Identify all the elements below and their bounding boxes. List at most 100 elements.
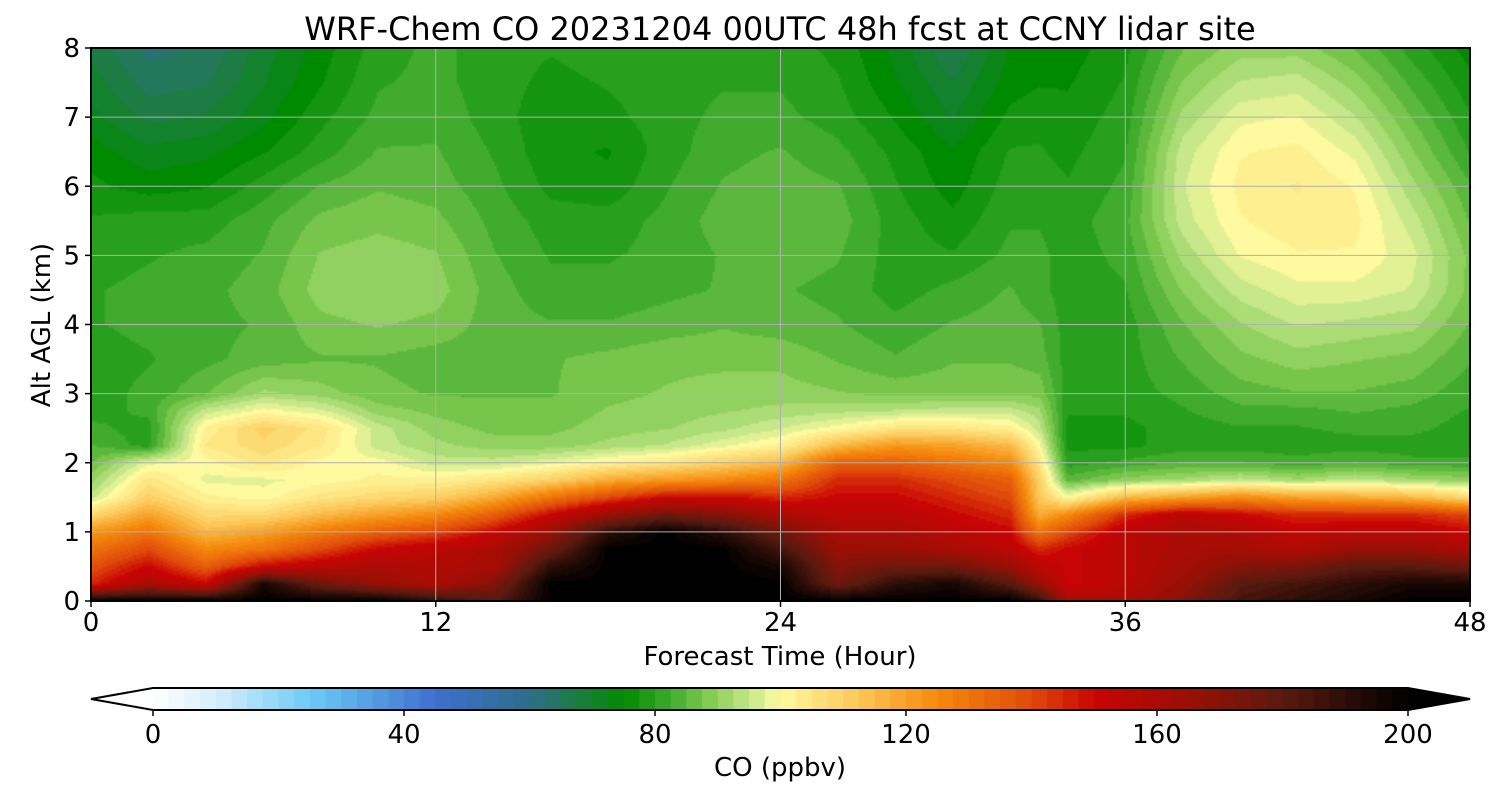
colorbar-segment xyxy=(670,688,687,710)
colorbar-segment xyxy=(388,688,405,710)
colorbar-segment xyxy=(247,688,264,710)
colorbar-segment xyxy=(451,688,468,710)
colorbar-segment xyxy=(1141,688,1158,710)
colorbar-segment xyxy=(184,688,201,710)
colorbar-tick-label: 40 xyxy=(387,720,420,750)
colorbar-segment xyxy=(1157,688,1174,710)
colorbar-tick-label: 0 xyxy=(145,720,162,750)
colorbar-tick-label: 200 xyxy=(1383,720,1433,750)
colorbar-segment xyxy=(513,688,531,710)
colorbar-segment xyxy=(372,688,389,710)
colorbar-segment xyxy=(1078,688,1095,710)
colorbar-segment xyxy=(1251,688,1268,710)
colorbar-segment xyxy=(906,688,923,710)
colorbar-segment xyxy=(749,688,766,710)
colorbar-segment xyxy=(655,688,672,710)
colorbar-segment xyxy=(1062,688,1080,710)
colorbar-segment xyxy=(215,688,233,710)
colorbar-segment xyxy=(466,688,484,710)
colorbar-segment xyxy=(153,688,170,710)
y-tick-label: 5 xyxy=(63,241,80,271)
colorbar-segment xyxy=(560,688,578,710)
x-tick-label: 48 xyxy=(1453,608,1486,638)
y-tick-label: 3 xyxy=(63,380,80,410)
colorbar-segment xyxy=(498,688,515,710)
colorbar-segment xyxy=(1172,688,1189,710)
colorbar-segment xyxy=(1360,688,1378,710)
y-tick-label: 6 xyxy=(63,172,80,202)
colorbar-segment xyxy=(858,688,876,710)
colorbar-segment xyxy=(1219,688,1237,710)
colorbar-segment xyxy=(1031,688,1048,710)
colorbar-segment xyxy=(1204,688,1221,710)
colorbar-segment xyxy=(717,688,735,710)
colorbar-segment xyxy=(1266,688,1284,710)
colorbar-segment xyxy=(168,688,185,710)
colorbar-segment xyxy=(968,688,986,710)
y-tick-label: 1 xyxy=(63,518,80,548)
colorbar-segment xyxy=(1392,688,1409,710)
colorbar-segment xyxy=(231,688,248,710)
x-axis-label: Forecast Time (Hour) xyxy=(643,642,916,672)
colorbar-segment xyxy=(764,688,782,710)
colorbar-segment xyxy=(1345,688,1362,710)
y-tick-label: 2 xyxy=(63,449,80,479)
y-tick-label: 8 xyxy=(63,34,80,64)
colorbar-segment xyxy=(262,688,280,710)
y-tick-label: 7 xyxy=(63,103,80,133)
plot-area xyxy=(90,47,1471,602)
colorbar-segment xyxy=(1000,688,1017,710)
colorbar-segment xyxy=(325,688,342,710)
colorbar-segment xyxy=(309,688,327,710)
colorbar-min-extend-arrow xyxy=(91,688,153,710)
grid-lines xyxy=(91,48,1470,601)
colorbar-segment xyxy=(1125,688,1142,710)
colorbar-segment xyxy=(1094,688,1111,710)
colorbar-segment xyxy=(733,688,750,710)
colorbar-segment xyxy=(639,688,656,710)
colorbar-segment xyxy=(890,688,907,710)
colorbar-segment xyxy=(278,688,295,710)
colorbar-tick-label: 120 xyxy=(881,720,931,750)
x-tick-label: 12 xyxy=(419,608,452,638)
colorbar-segment xyxy=(937,688,954,710)
colorbar-segment xyxy=(623,688,640,710)
colorbar-segment xyxy=(1047,688,1064,710)
colorbar-segment xyxy=(1015,688,1033,710)
colorbar-segment xyxy=(827,688,844,710)
colorbar-max-extend-arrow xyxy=(1408,688,1470,710)
colorbar-segment xyxy=(702,688,719,710)
colorbar-segment xyxy=(419,688,436,710)
colorbar-segment xyxy=(780,688,797,710)
colorbar-segment xyxy=(686,688,703,710)
x-tick-label: 36 xyxy=(1109,608,1142,638)
colorbar-segment xyxy=(1109,688,1127,710)
colorbar-segment xyxy=(843,688,860,710)
colorbar-tick-label: 160 xyxy=(1132,720,1182,750)
colorbar-segment xyxy=(1313,688,1331,710)
colorbar-segment xyxy=(545,688,562,710)
colorbar-segment xyxy=(1329,688,1346,710)
y-axis: 0 1 2 3 4 5 6 7 8 xyxy=(63,34,91,617)
colorbar-segment xyxy=(294,688,311,710)
y-axis-label: Alt AGL (km) xyxy=(27,243,57,407)
x-axis: 0 12 24 36 48 xyxy=(83,601,1487,638)
colorbar-segment xyxy=(953,688,970,710)
colorbar-segment xyxy=(874,688,891,710)
chart-title: WRF-Chem CO 20231204 00UTC 48h fcst at C… xyxy=(304,10,1255,48)
y-tick-label: 4 xyxy=(63,311,80,341)
y-tick-label: 0 xyxy=(63,587,80,617)
colorbar: 0 40 80 120 160 200 xyxy=(90,687,1471,750)
colorbar-segment xyxy=(984,688,1001,710)
colorbar-label: CO (ppbv) xyxy=(714,753,846,783)
x-tick-label: 24 xyxy=(764,608,797,638)
colorbar-segment xyxy=(356,688,374,710)
colorbar-segment xyxy=(1282,688,1299,710)
colorbar-tick-label: 80 xyxy=(638,720,671,750)
colorbar-segment xyxy=(341,688,358,710)
colorbar-segment xyxy=(482,688,499,710)
colorbar-segment xyxy=(1376,688,1393,710)
x-tick-label: 0 xyxy=(83,608,100,638)
